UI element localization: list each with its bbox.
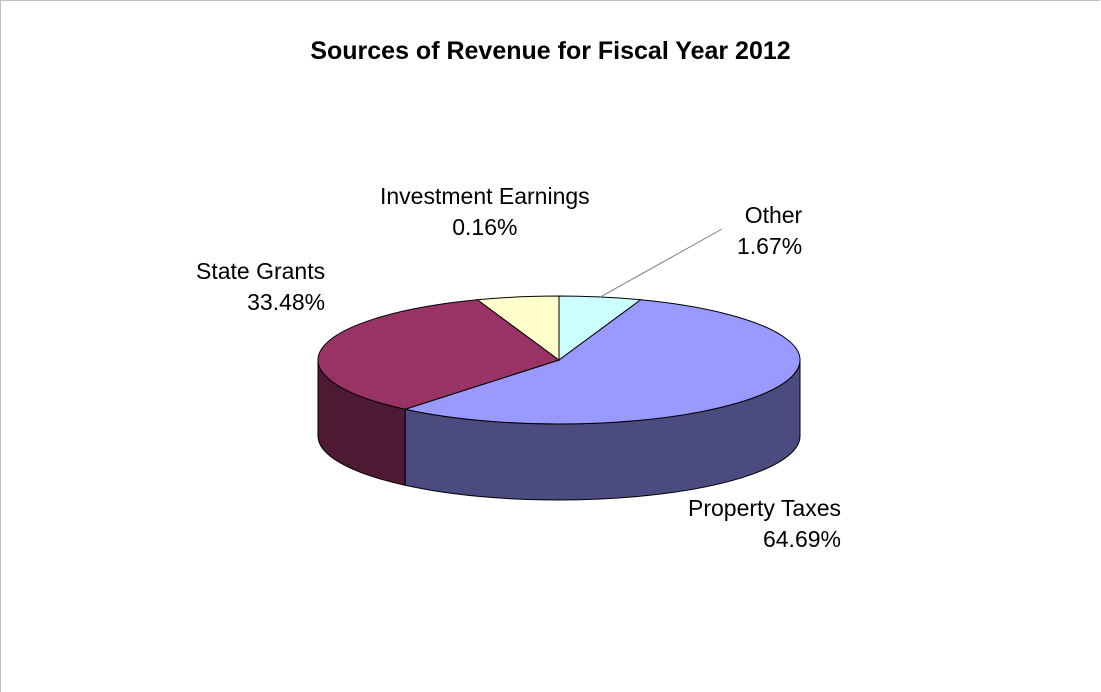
- slice-label-investment-earnings: Investment Earnings 0.16%: [380, 181, 590, 243]
- slice-value-text: 64.69%: [762, 526, 841, 552]
- slice-value-text: 0.16%: [452, 214, 518, 240]
- slice-state-grants: [317, 299, 561, 410]
- slice-label-state-grants: State Grants 33.48%: [196, 256, 325, 318]
- slice-value-text: 33.48%: [247, 289, 326, 315]
- slice-investment-earnings: [476, 295, 560, 361]
- slice-label-text: State Grants: [196, 258, 326, 284]
- slice-property-taxes: [403, 299, 801, 425]
- slice-value-text: 1.67%: [737, 233, 803, 259]
- slice-label-other: Other 1.67%: [737, 200, 802, 262]
- chart-title: Sources of Revenue for Fiscal Year 2012: [310, 37, 791, 65]
- leader-line-other: [600, 228, 723, 298]
- slice-label-text: Property Taxes: [688, 495, 841, 521]
- slice-label-text: Other: [744, 202, 803, 228]
- slice-label-text: Investment Earnings: [380, 183, 590, 209]
- slice-label-property-taxes: Property Taxes 64.69%: [688, 493, 841, 555]
